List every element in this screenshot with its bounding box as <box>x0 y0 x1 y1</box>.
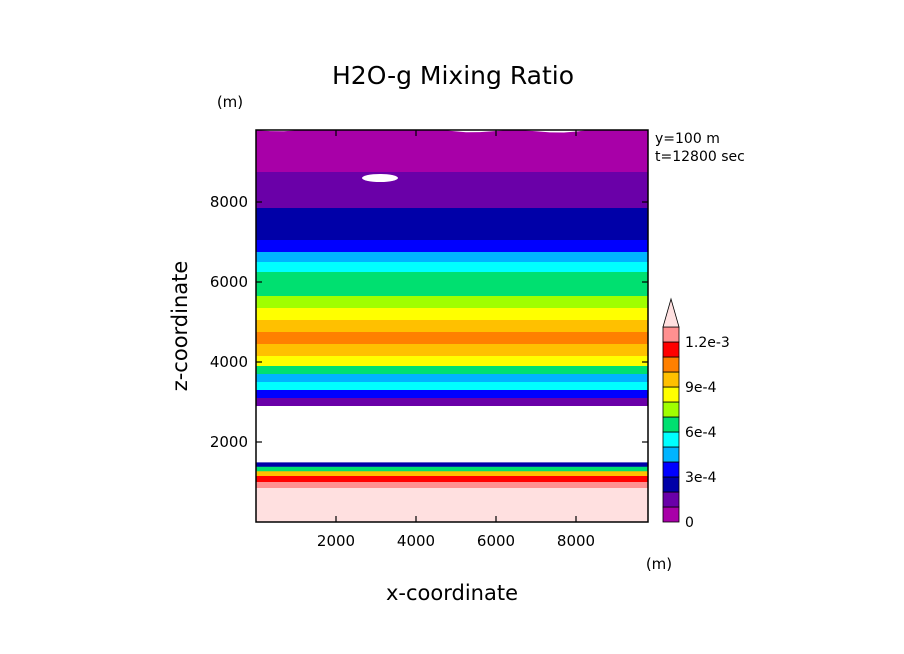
colorbar-label: 3e-4 <box>685 470 717 486</box>
plot-frame <box>255 129 649 523</box>
colorbar-extend-arrow <box>662 297 680 328</box>
colorbar-swatch <box>662 401 680 418</box>
colorbar-swatch <box>662 461 680 478</box>
colorbar-swatch <box>662 446 680 463</box>
contour-band <box>256 403 648 463</box>
y-tick-label: 8000 <box>210 193 248 211</box>
x-tick-label: 2000 <box>317 532 355 550</box>
colorbar-swatch <box>662 476 680 493</box>
info-line-t: t=12800 sec <box>655 149 745 165</box>
chart-title: H2O-g Mixing Ratio <box>332 61 574 90</box>
colorbar-swatch <box>662 506 680 523</box>
colorbar-swatch <box>662 491 680 508</box>
colorbar-label: 1.2e-3 <box>685 335 730 351</box>
x-axis-label: x-coordinate <box>386 581 518 605</box>
colorbar-swatch <box>662 386 680 403</box>
colorbar-swatch <box>662 326 680 343</box>
x-axis-unit: (m) <box>646 555 672 573</box>
colorbar-swatch <box>662 371 680 388</box>
x-tick-label: 4000 <box>397 532 435 550</box>
y-tick-label: 2000 <box>210 433 248 451</box>
colorbar-label: 9e-4 <box>685 380 717 396</box>
y-tick-label: 6000 <box>210 273 248 291</box>
x-tick-label: 8000 <box>557 532 595 550</box>
colorbar-label: 6e-4 <box>685 425 717 441</box>
x-tick-label: 6000 <box>477 532 515 550</box>
y-axis-label: z-coordinate <box>168 261 192 392</box>
info-line-y: y=100 m <box>655 131 720 147</box>
contour-minimum <box>362 174 398 182</box>
colorbar-label: 0 <box>685 515 694 531</box>
colorbar-swatch <box>662 416 680 433</box>
colorbar-swatch <box>662 356 680 373</box>
y-axis-unit: (m) <box>217 93 243 111</box>
axes: 2000 4000 6000 8000 2000 4000 6000 8000 <box>210 130 648 550</box>
colorbar: 0 3e-4 6e-4 9e-4 1.2e-3 <box>662 297 730 531</box>
y-tick-label: 4000 <box>210 353 248 371</box>
colorbar-swatch <box>662 341 680 358</box>
contour-band <box>256 130 648 172</box>
colorbar-swatch <box>662 431 680 448</box>
contour-field <box>256 130 648 522</box>
